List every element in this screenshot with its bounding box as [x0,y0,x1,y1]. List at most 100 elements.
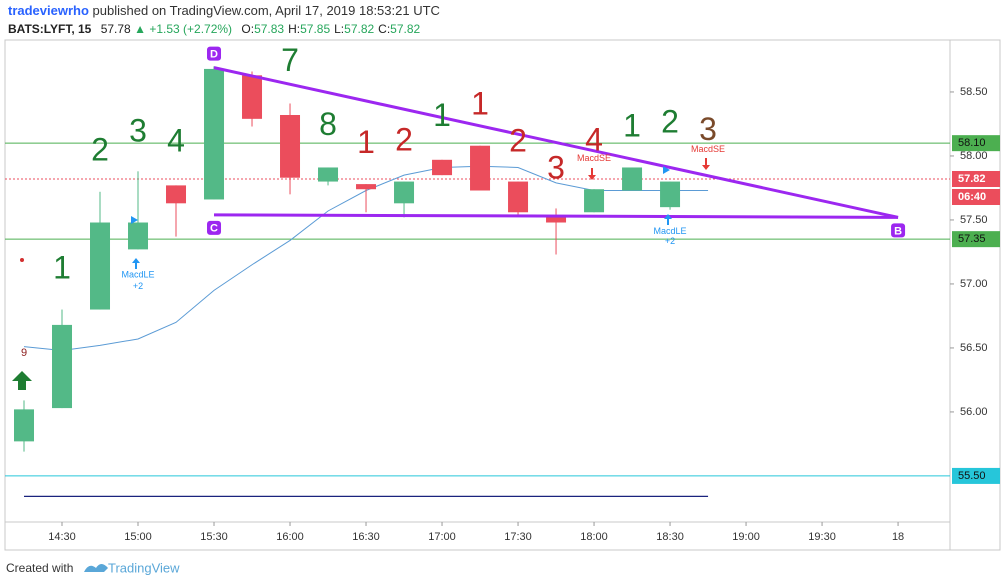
signal-arrow [664,214,672,225]
level-label: 57.82 [958,173,986,185]
up-arrow [12,371,32,390]
annotation: 4 [167,123,185,159]
y-tick-label: 58.00 [960,150,988,162]
candle-body [394,181,415,204]
trend-line [213,66,899,219]
annotation: +2 [133,281,143,291]
quote-value: 57.83 [254,22,284,36]
x-tick-label: 16:00 [276,531,304,543]
x-tick-label: 19:00 [732,531,760,543]
y-tick-label: 57.50 [960,214,988,226]
x-tick-label: 19:30 [808,531,836,543]
y-tick-label: 58.50 [960,86,988,98]
footer-text: Created with [6,561,73,575]
annotation: 2 [395,121,413,157]
x-tick-label: 18:30 [656,531,684,543]
candle-body [318,167,339,182]
annotation: 7 [281,42,299,78]
quote-value: 57.82 [344,22,374,36]
point-badge [207,220,222,235]
candle-body [242,75,263,119]
signal-arrow [702,158,710,170]
annotation: MacdLE [121,269,154,279]
level-box [952,231,1000,248]
annotation: 8 [319,106,337,142]
candle-body [128,222,149,250]
candle-body [14,409,35,442]
candle-body [584,189,605,213]
marker [131,216,138,224]
level-label: 58.10 [958,137,986,149]
quote: O:57.83 H:57.85 L:57.82 C:57.82 [241,22,420,36]
footer-brand: TradingView [108,560,180,575]
countdown-box [952,188,1000,205]
y-tick-label: 56.50 [960,342,988,354]
candle-body [660,181,681,208]
last-price: 57.78 [101,22,131,36]
annotation: 2 [91,132,109,168]
quote-label: O: [241,22,254,36]
annotation: 3 [129,112,147,148]
signal-arrow [588,168,596,180]
annotation: MacdSE [577,153,611,163]
symbol: BATS:LYFT, 15 [8,22,92,36]
candle-body [204,68,225,200]
countdown: 06:40 [958,191,986,203]
candle-body [90,222,111,310]
candle-body [280,115,301,178]
x-tick-label: 14:30 [48,531,76,543]
candle-body [470,145,491,191]
candle-body [432,159,453,176]
logo [84,564,108,572]
annotation: 1 [433,97,451,133]
annotation: 4 [585,121,603,157]
quote-value: 57.82 [390,22,420,36]
level-box [952,170,1000,187]
candle-body [356,184,377,190]
candle-body [546,217,567,223]
header-line: tradeviewrho published on TradingView.co… [8,3,440,18]
x-tick-label: 18:00 [580,531,608,543]
point-label: D [210,49,218,61]
candle-body [622,167,643,191]
quote-line: BATS:LYFT, 15 57.78 ▲ +1.53 (+2.72%) O:5… [8,22,421,36]
annotation: 1 [53,249,71,285]
annotation: MacdSE [691,144,725,154]
point-badge [891,223,906,238]
y-tick-label: 57.00 [960,278,988,290]
point-label: C [210,223,218,235]
annotation: 9 [21,347,27,359]
change: +1.53 (+2.72%) [149,22,232,36]
annotation: MacdLE [654,226,687,236]
quote-value: 57.85 [300,22,330,36]
x-tick-label: 15:00 [124,531,152,543]
point-label: B [894,225,902,237]
x-tick-label: 18 [892,531,904,543]
level-box [952,135,1000,152]
level-label: 57.35 [958,233,986,245]
level-box [952,467,1000,484]
annotation: 2 [661,103,679,139]
candle-body [166,185,187,204]
annotation: 3 [699,111,717,147]
candle-body [508,181,529,213]
plot: 56.00 56.50 57.00 57.50 58.00 58.50 14:30 15:00… [5,42,1000,543]
signal-arrow [132,258,140,269]
candle-body [52,324,73,409]
point-badge [207,46,222,61]
published: published on TradingView.com, April 17, … [93,3,440,18]
quote-label: C: [378,22,390,36]
quote-label: H: [288,22,300,36]
x-tick-label: 16:30 [352,531,380,543]
signal-dot [20,258,24,262]
quote-label: L: [334,22,344,36]
panel-border [4,39,1001,551]
annotation: +2 [665,236,675,246]
x-tick-label: 17:30 [504,531,532,543]
marker [663,166,670,174]
arrow: ▲ [134,22,146,36]
annotation: 2 [509,123,527,159]
annotation: 3 [547,149,565,185]
trend-line [214,213,899,219]
